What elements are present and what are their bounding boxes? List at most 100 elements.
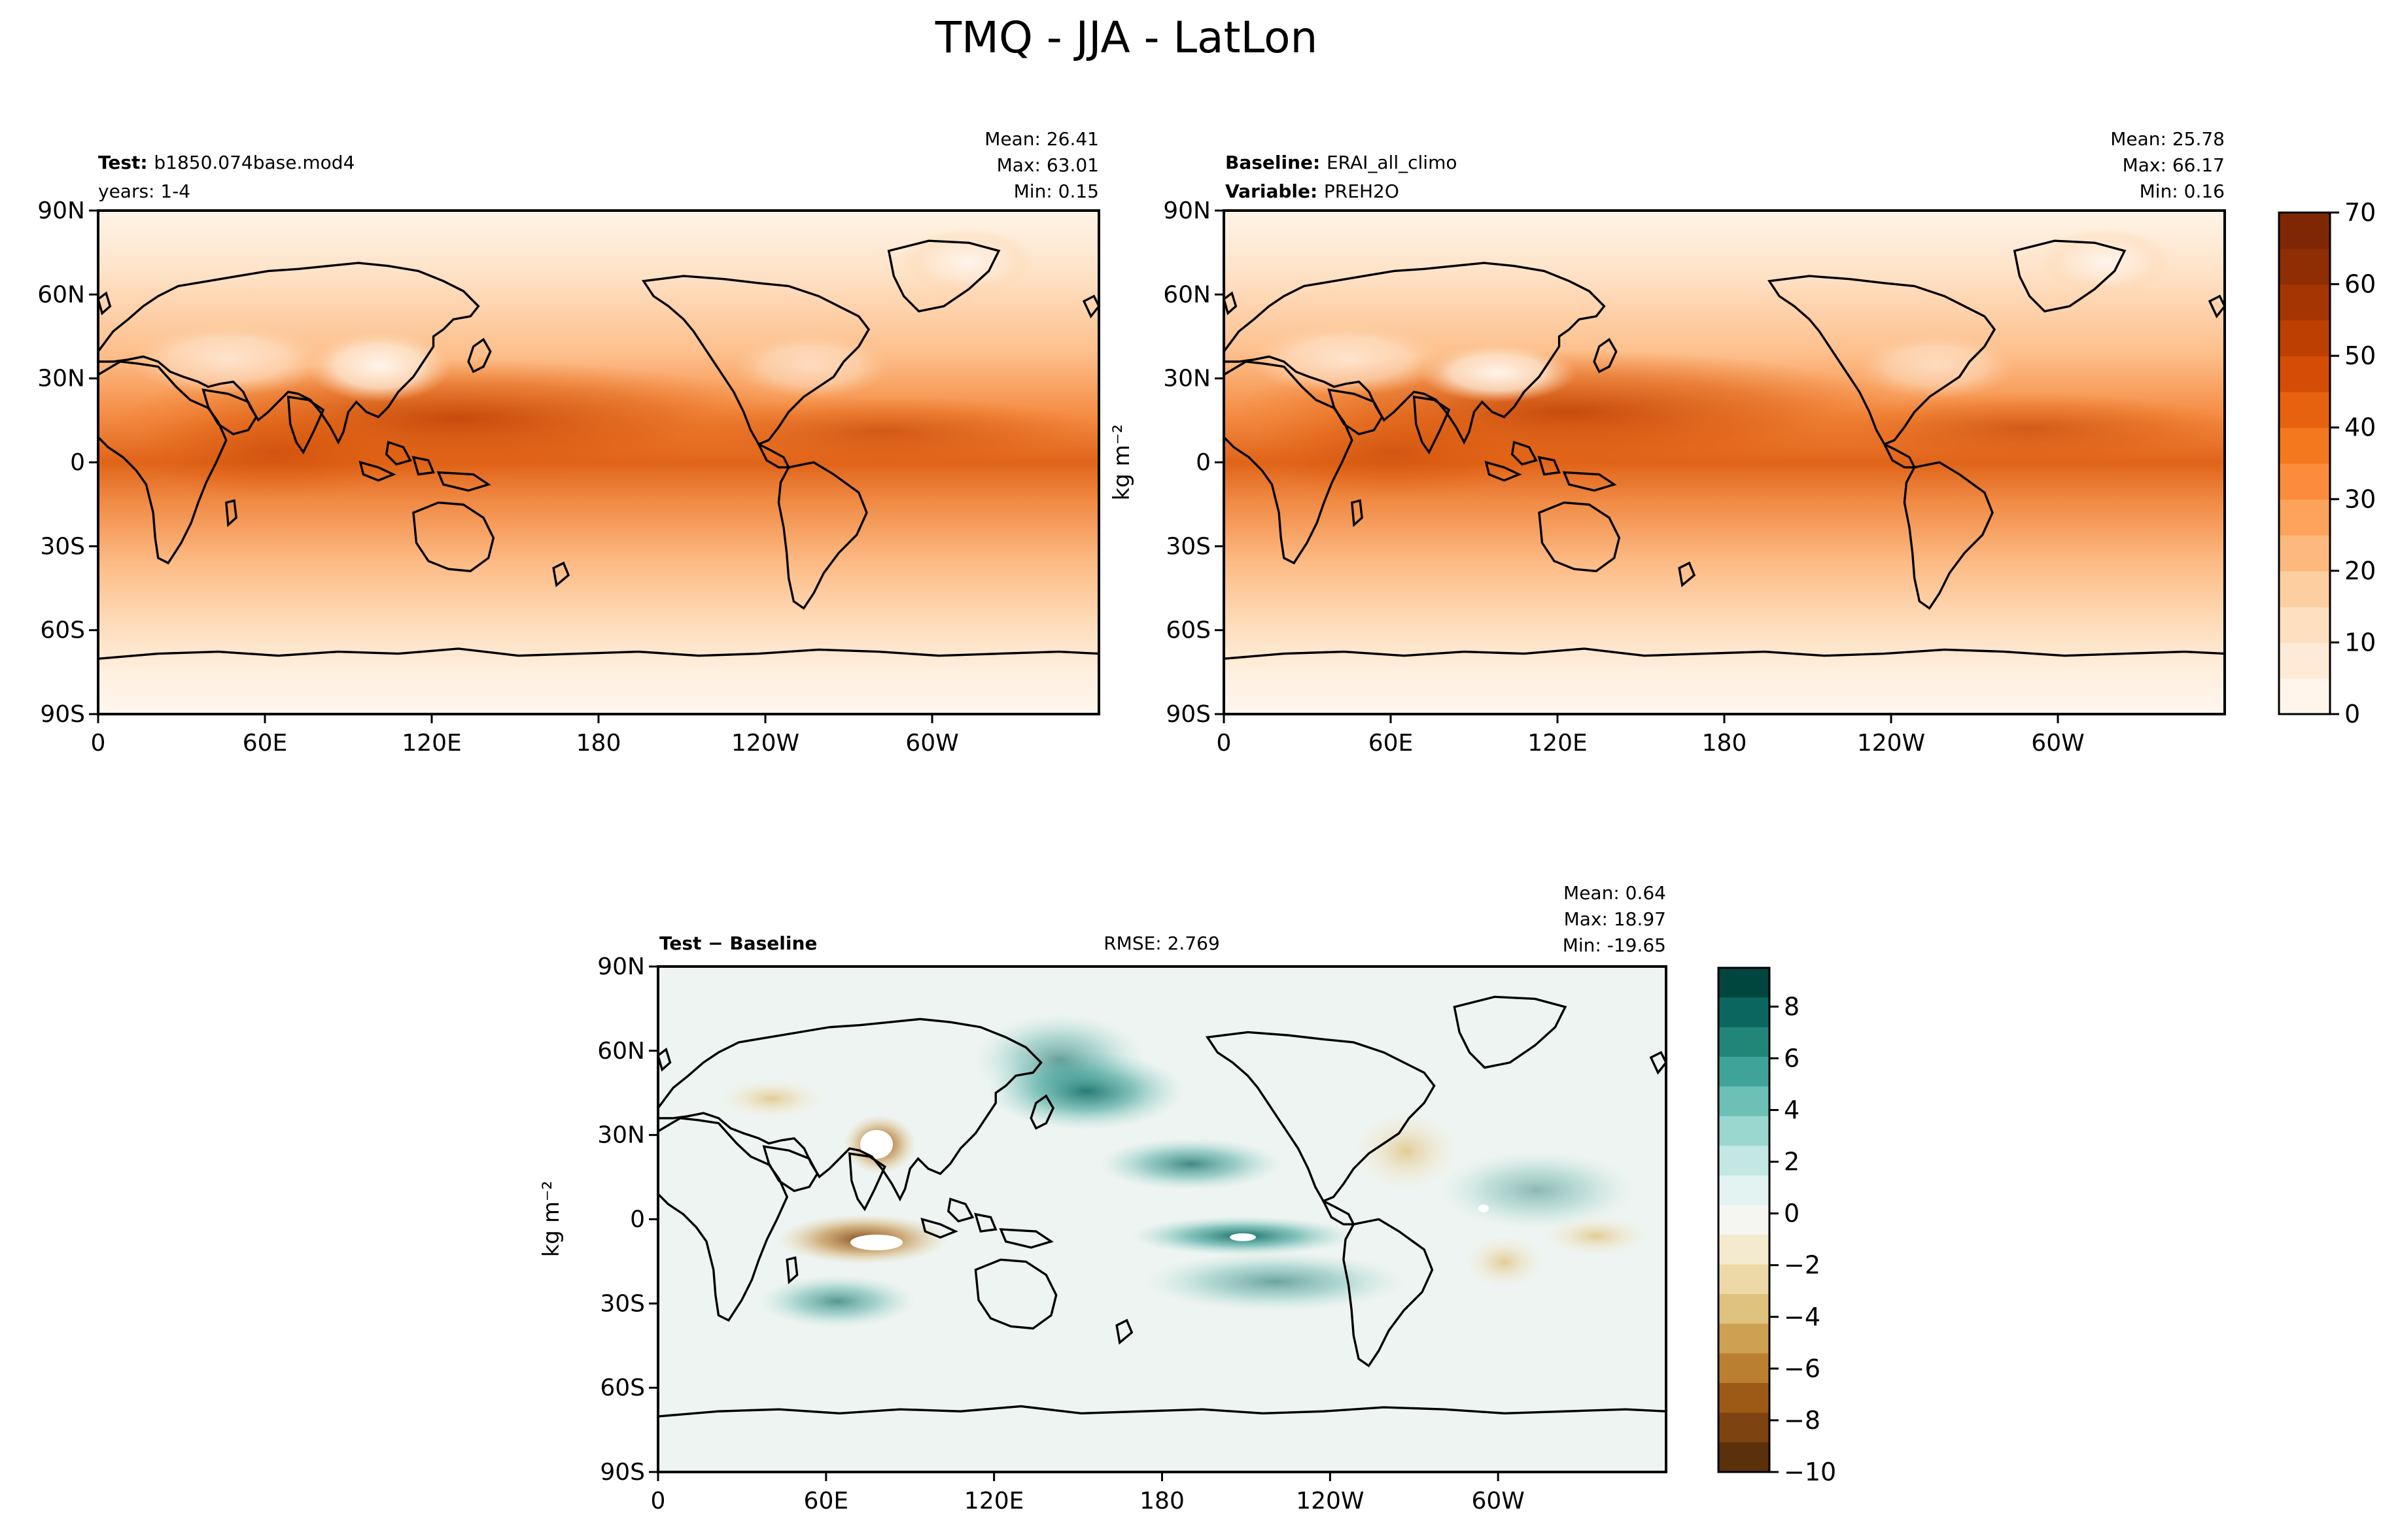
colorbar-bottom-swatch: [1718, 1175, 1769, 1206]
baseline-panel: Baseline: ERAI_all_climo Variable: PREH2…: [1109, 128, 2226, 757]
difference-lat-tick-label: 0: [630, 1206, 645, 1233]
baseline-map-field: [1224, 211, 2225, 714]
baseline-lat-tick-label: 30S: [1166, 533, 1211, 560]
baseline-header-key: Baseline: [1225, 152, 1313, 173]
colorbar-bottom-tick-label: −8: [1784, 1406, 1820, 1435]
difference-lon-tick-label: 120W: [1296, 1488, 1364, 1514]
colorbar-bottom-swatch: [1718, 1293, 1769, 1324]
baseline-lon-tick-label: 120E: [1527, 730, 1587, 757]
test-header-value: b1850.074base.mod4: [154, 152, 355, 173]
difference-lon-tick-label: 60W: [1471, 1488, 1524, 1514]
test-header-key: Test: [98, 152, 140, 173]
colorbar-top-swatch: [2279, 499, 2330, 536]
test-lat-tick-label: 30S: [40, 533, 85, 560]
colorbar-bottom-swatch: [1718, 1116, 1769, 1146]
colorbar-top-tick-label: 30: [2344, 485, 2376, 513]
difference-lat-tick-label: 90N: [597, 953, 645, 980]
baseline-lat-tick-label: 30N: [1163, 366, 1211, 392]
test-lon-tick-label: 180: [576, 730, 621, 757]
colorbar-bottom-swatch: [1718, 1324, 1769, 1354]
colorbar-bottom-tick-label: 4: [1784, 1095, 1800, 1124]
colorbar-bottom-swatch: [1718, 1412, 1769, 1443]
test-stat-max: Max: 63.01: [997, 154, 1099, 176]
baseline-stat-mean: Mean: 25.78: [2110, 128, 2225, 150]
difference-stat-max: Max: 18.97: [1564, 908, 1666, 930]
baseline-lat-tick-label: 60S: [1166, 617, 1211, 644]
colorbar-top: 0 10 20 30 40 50 60 70: [2278, 198, 2376, 728]
colorbar-bottom-swatch: [1718, 1027, 1769, 1057]
baseline-lon-tick-label: 0: [1217, 730, 1232, 757]
colorbar-top-swatch: [2279, 391, 2330, 428]
colorbar-bottom-swatch: [1718, 1235, 1769, 1265]
test-header-years: years: 1-4: [98, 180, 190, 202]
colorbar-top-swatch: [2279, 535, 2330, 572]
colorbar-bottom-swatch: [1718, 1057, 1769, 1087]
colorbar-bottom-tick-label: 0: [1784, 1199, 1800, 1228]
colorbar-bottom-tick-label: 6: [1784, 1044, 1800, 1072]
colorbar-bottom-frame: [1717, 967, 1771, 1473]
test-panel: Test: b1850.074base.mod4 years: 1-4 Mean…: [37, 128, 1100, 757]
difference-map-field: [658, 967, 1666, 1472]
test-stat-min: Min: 0.15: [1014, 180, 1099, 202]
colorbar-top-frame: [2278, 211, 2331, 715]
svg-text:Variable: PREH2O: Variable: PREH2O: [1225, 180, 1399, 202]
colorbar-bottom-swatch: [1718, 1146, 1769, 1176]
difference-stat-min: Min: -19.65: [1563, 934, 1666, 956]
baseline-lon-tick-label: 60E: [1368, 730, 1414, 757]
colorbar-top-swatch: [2279, 356, 2330, 392]
colorbar-top-tick-label: 40: [2344, 413, 2376, 442]
colorbar-top-tick-label: 10: [2344, 628, 2376, 657]
difference-header: Test − Baseline RMSE: 2.769 Mean: 0.64 M…: [659, 882, 1666, 956]
svg-text:Test: b1850.074base.mod4: Test: b1850.074base.mod4: [98, 152, 355, 173]
test-map-field: [98, 211, 1099, 714]
baseline-lat-tick-label: 60N: [1163, 281, 1211, 308]
colorbar-bottom: 8 6 4 2 0 −2 −4 −6 −8 −10: [1717, 967, 1836, 1486]
colorbar-bottom-tick-label: −6: [1784, 1354, 1820, 1383]
colorbar-top-swatch: [2279, 320, 2330, 356]
baseline-header-value: ERAI_all_climo: [1327, 152, 1457, 173]
test-lat-tick-label: 90N: [37, 197, 85, 224]
colorbar-bottom-tick-label: −2: [1784, 1251, 1820, 1280]
colorbar-top-tick-label: 70: [2344, 198, 2376, 227]
difference-lat-tick-label: 90S: [600, 1459, 645, 1486]
colorbar-bottom-swatch: [1718, 1353, 1769, 1384]
colorbar-top-swatch: [2279, 570, 2330, 607]
difference-lat-tick-label: 30N: [597, 1122, 645, 1149]
colorbar-top-swatch: [2279, 248, 2330, 285]
baseline-stat-max: Max: 66.17: [2123, 154, 2225, 176]
difference-lon-tick-label: 60E: [804, 1488, 849, 1514]
baseline-variable-sep: :: [1310, 180, 1324, 202]
test-stat-mean: Mean: 26.41: [984, 128, 1099, 150]
baseline-lat-tick-label: 90N: [1163, 197, 1211, 224]
colorbar-bottom-swatch: [1718, 1442, 1769, 1473]
baseline-ylabel: kg m⁻²: [1109, 424, 1135, 501]
difference-panel: Test − Baseline RMSE: 2.769 Mean: 0.64 M…: [538, 882, 1667, 1514]
svg-text:Baseline: ERAI_all_climo: Baseline: ERAI_all_climo: [1225, 152, 1457, 173]
baseline-lat-tick-label: 90S: [1166, 701, 1211, 728]
baseline-lon-tick-label: 60W: [2031, 730, 2084, 757]
test-lon-tick-label: 120E: [402, 730, 461, 757]
colorbar-bottom-swatch: [1718, 997, 1769, 1028]
difference-lon-tick-label: 180: [1139, 1488, 1185, 1514]
colorbar-top-swatch: [2279, 642, 2330, 679]
difference-lat-tick-label: 30S: [600, 1290, 645, 1317]
colorbar-top-tick-label: 50: [2344, 341, 2376, 370]
colorbar-bottom-tick-label: −4: [1784, 1303, 1820, 1331]
test-lon-tick-label: 0: [91, 730, 106, 757]
test-lat-tick-label: 30N: [37, 366, 85, 392]
baseline-variable-value: PREH2O: [1324, 180, 1399, 202]
difference-header-title: Test − Baseline: [659, 933, 817, 954]
test-lat-tick-label: 60N: [37, 281, 85, 308]
colorbar-top-swatch: [2279, 606, 2330, 643]
baseline-lon-tick-label: 180: [1702, 730, 1747, 757]
colorbar-bottom-swatch: [1718, 968, 1769, 998]
colorbar-top-swatch: [2279, 427, 2330, 464]
colorbar-top-tick-label: 60: [2344, 270, 2376, 299]
test-header-sep: :: [140, 152, 154, 173]
figure-title: TMQ - JJA - LatLon: [935, 12, 1318, 63]
colorbar-top-tick-label: 20: [2344, 556, 2376, 585]
test-lat-tick-label: 60S: [40, 617, 85, 644]
